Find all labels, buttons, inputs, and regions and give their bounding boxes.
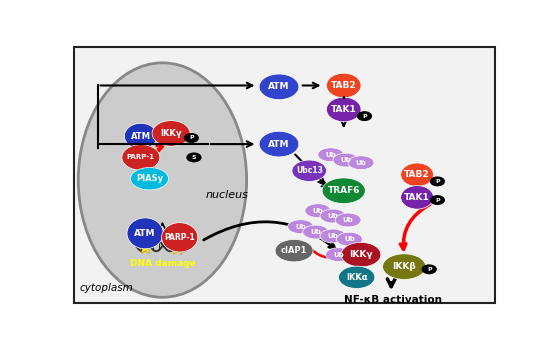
Text: Ub: Ub [343,217,354,223]
Text: P: P [362,113,367,119]
Ellipse shape [335,213,361,227]
Circle shape [422,265,436,274]
Text: Ub: Ub [340,157,351,163]
Ellipse shape [318,148,344,162]
Text: P: P [189,136,194,140]
Ellipse shape [124,123,157,149]
Circle shape [187,153,201,162]
Ellipse shape [333,153,359,167]
Ellipse shape [275,239,313,262]
Text: PIASy: PIASy [136,174,163,183]
Text: nucleus: nucleus [206,190,248,200]
Ellipse shape [127,218,163,249]
Text: P: P [427,267,432,272]
Ellipse shape [383,254,426,280]
Text: Ub: Ub [328,233,338,239]
Text: cIAP1: cIAP1 [281,246,307,255]
Text: ATM: ATM [134,229,156,238]
Text: Ub: Ub [355,160,367,166]
Circle shape [358,112,372,120]
Text: TAK1: TAK1 [404,193,430,202]
Ellipse shape [320,209,346,223]
Text: Ub: Ub [312,208,323,214]
Ellipse shape [348,156,374,170]
Ellipse shape [326,73,361,98]
Text: TAB2: TAB2 [404,170,430,179]
Text: IKKγ: IKKγ [160,129,182,138]
Text: IKKγ: IKKγ [349,250,373,259]
Ellipse shape [78,63,247,297]
Ellipse shape [292,160,326,181]
Text: Ub: Ub [310,229,321,235]
Ellipse shape [259,131,299,157]
Text: IKKβ: IKKβ [392,262,416,271]
Ellipse shape [339,266,375,289]
Ellipse shape [259,74,299,100]
Text: Ub: Ub [333,252,344,258]
Text: P: P [435,179,439,184]
Text: P: P [435,198,439,202]
Text: TAB2: TAB2 [331,81,356,90]
Text: NF-κB activation: NF-κB activation [344,295,442,306]
Text: TRAF6: TRAF6 [328,186,360,195]
Ellipse shape [322,178,365,203]
Circle shape [184,134,198,142]
Ellipse shape [152,121,190,146]
Ellipse shape [303,225,329,239]
Ellipse shape [287,220,314,234]
FancyBboxPatch shape [74,47,495,303]
Ellipse shape [400,163,433,186]
Text: Ub: Ub [344,236,355,242]
Text: Ub: Ub [295,224,306,230]
Text: ATM: ATM [268,139,290,148]
Ellipse shape [326,248,351,262]
Ellipse shape [400,186,433,209]
Text: Ub: Ub [325,152,336,158]
Text: ATM: ATM [268,82,290,91]
Ellipse shape [305,204,331,218]
Circle shape [431,177,444,186]
Text: Ub: Ub [328,213,338,219]
Ellipse shape [130,167,168,190]
Text: PARP-1: PARP-1 [127,154,155,161]
Ellipse shape [320,229,346,243]
Text: PARP-1: PARP-1 [164,233,195,242]
Text: DNA damage: DNA damage [130,259,196,268]
Text: IKKα: IKKα [346,273,368,282]
Text: ATM: ATM [131,131,151,140]
Ellipse shape [162,223,198,252]
Circle shape [431,196,444,204]
Text: Ubc13: Ubc13 [296,166,323,175]
Text: TAK1: TAK1 [331,105,356,114]
Ellipse shape [336,232,362,246]
Text: cytoplasm: cytoplasm [79,283,133,293]
Ellipse shape [122,145,160,170]
Ellipse shape [341,243,381,267]
Ellipse shape [326,97,361,122]
Text: S: S [192,155,196,160]
